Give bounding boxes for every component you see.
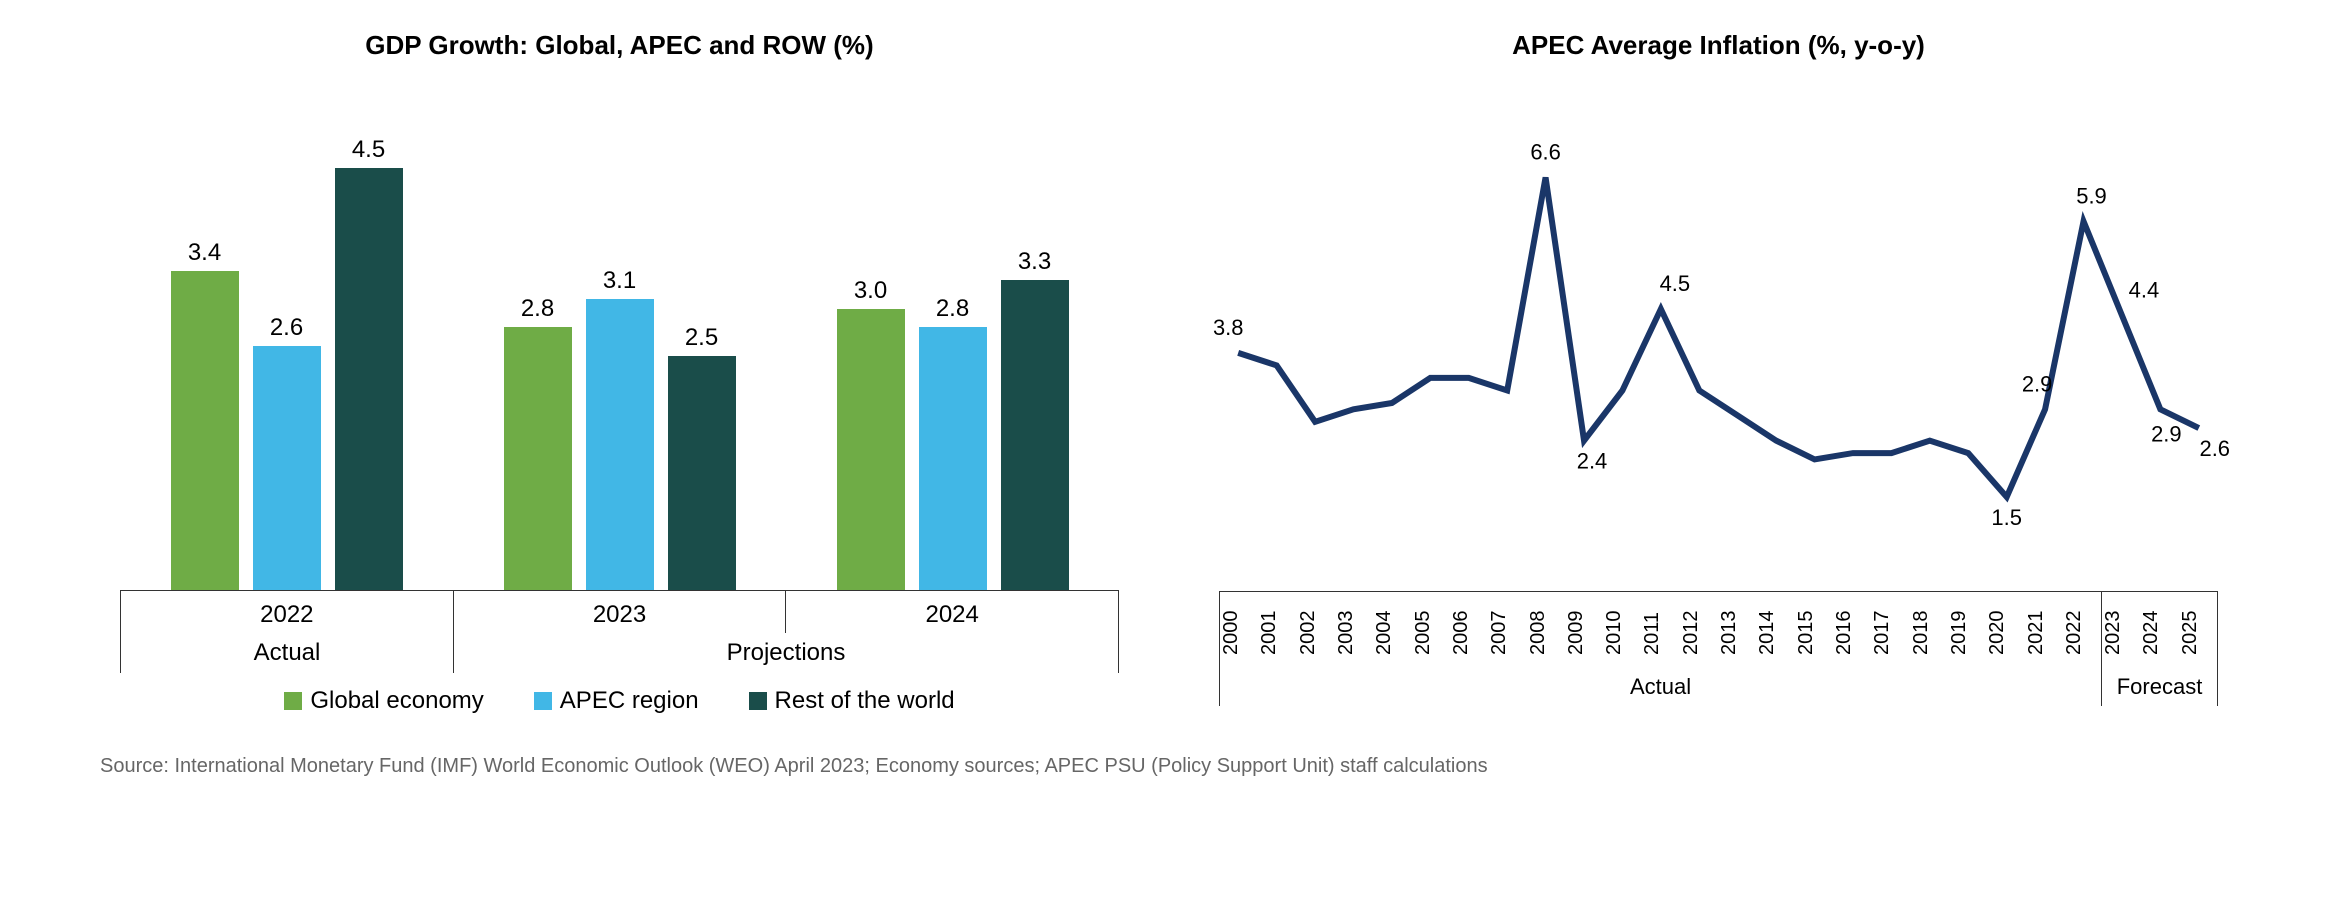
year-tick: 2006 bbox=[1450, 598, 1488, 668]
inflation-line bbox=[1238, 177, 2199, 497]
year-tick: 2005 bbox=[1412, 598, 1450, 668]
year-tick: 2008 bbox=[1527, 598, 1565, 668]
line-chart-title: APEC Average Inflation (%, y-o-y) bbox=[1199, 30, 2238, 61]
line-plot-area: 3.86.62.44.51.52.95.94.42.92.6 bbox=[1219, 121, 2218, 591]
x-group-label: Projections bbox=[453, 633, 1119, 673]
legend-swatch bbox=[749, 692, 767, 710]
year-tick: 2025 bbox=[2179, 598, 2217, 668]
year-tick: 2003 bbox=[1335, 598, 1373, 668]
bar-group-2024: 3.02.83.3 bbox=[786, 121, 1119, 590]
legend-label: Global economy bbox=[310, 687, 483, 715]
source-text: Source: International Monetary Fund (IMF… bbox=[100, 755, 2338, 778]
year-tick: 2024 bbox=[2140, 598, 2178, 668]
line-x-group-label: Actual bbox=[1219, 668, 2101, 706]
line-point-label: 3.8 bbox=[1213, 315, 1244, 340]
bar-value-label: 4.5 bbox=[352, 136, 385, 164]
year-tick: 2000 bbox=[1220, 598, 1258, 668]
year-tick: 2019 bbox=[1948, 598, 1986, 668]
bar-value-label: 2.6 bbox=[270, 314, 303, 342]
bar-value-label: 2.8 bbox=[936, 295, 969, 323]
bar-group-2022: 3.42.64.5 bbox=[120, 121, 453, 590]
year-tick: 2016 bbox=[1833, 598, 1871, 668]
bar-value-label: 3.1 bbox=[603, 267, 636, 295]
line-x-group-label: Forecast bbox=[2101, 668, 2218, 706]
year-tick: 2017 bbox=[1871, 598, 1909, 668]
bar: 2.6 bbox=[253, 346, 321, 590]
legend-item: Global economy bbox=[284, 687, 483, 715]
year-tick: 2002 bbox=[1297, 598, 1335, 668]
x-category-label: 2024 bbox=[785, 591, 1119, 633]
x-category-label: 2023 bbox=[453, 591, 786, 633]
year-tick: 2015 bbox=[1795, 598, 1833, 668]
bar-value-label: 2.5 bbox=[685, 324, 718, 352]
bar-legend: Global economy APEC region Rest of the wor… bbox=[100, 687, 1139, 715]
year-tick: 2001 bbox=[1258, 598, 1296, 668]
legend-item: APEC region bbox=[534, 687, 699, 715]
x-section: 202320242025 bbox=[2101, 592, 2218, 668]
year-tick: 2014 bbox=[1756, 598, 1794, 668]
year-tick: 2007 bbox=[1488, 598, 1526, 668]
x-group-label: Actual bbox=[120, 633, 453, 673]
bar: 3.0 bbox=[837, 309, 905, 590]
bar-chart-title: GDP Growth: Global, APEC and ROW (%) bbox=[100, 30, 1139, 61]
line-point-label: 1.5 bbox=[1991, 505, 2022, 530]
bar-group-2023: 2.83.12.5 bbox=[453, 121, 786, 590]
legend-item: Rest of the world bbox=[749, 687, 955, 715]
bar-value-label: 3.3 bbox=[1018, 248, 1051, 276]
year-tick: 2009 bbox=[1565, 598, 1603, 668]
gdp-growth-bar-chart: GDP Growth: Global, APEC and ROW (%) 3.4… bbox=[100, 30, 1139, 715]
x-category-label: 2022 bbox=[120, 591, 453, 633]
legend-swatch bbox=[534, 692, 552, 710]
inflation-line-chart: APEC Average Inflation (%, y-o-y) 3.8 6.6… bbox=[1199, 30, 2238, 715]
bar: 3.1 bbox=[586, 299, 654, 590]
line-point-label: 2.9 bbox=[2022, 371, 2053, 396]
year-tick: 2010 bbox=[1603, 598, 1641, 668]
year-tick: 2018 bbox=[1910, 598, 1948, 668]
year-tick: 2011 bbox=[1641, 598, 1679, 668]
line-point-label: 2.6 bbox=[2200, 436, 2231, 461]
year-tick: 2004 bbox=[1373, 598, 1411, 668]
line-point-label: 2.4 bbox=[1577, 449, 1608, 474]
bar-value-label: 2.8 bbox=[521, 295, 554, 323]
legend-label: APEC region bbox=[560, 687, 699, 715]
line-point-label: 2.9 bbox=[2151, 421, 2182, 446]
bar-plot-area: 3.42.64.52.83.12.53.02.83.3 bbox=[120, 121, 1119, 591]
legend-swatch bbox=[284, 692, 302, 710]
line-point-label: 5.9 bbox=[2076, 183, 2107, 208]
bar: 2.8 bbox=[504, 327, 572, 590]
bar: 4.5 bbox=[335, 168, 403, 590]
year-tick: 2013 bbox=[1718, 598, 1756, 668]
line-point-label: 4.5 bbox=[1660, 271, 1691, 296]
bar: 3.3 bbox=[1001, 280, 1069, 590]
year-tick: 2023 bbox=[2102, 598, 2140, 668]
bar: 2.8 bbox=[919, 327, 987, 590]
year-tick: 2020 bbox=[1986, 598, 2024, 668]
line-point-label: 6.6 bbox=[1530, 139, 1561, 164]
year-tick: 2022 bbox=[2063, 598, 2101, 668]
x-section: 2000200120022003200420052006200720082009… bbox=[1219, 592, 2101, 668]
legend-label: Rest of the world bbox=[775, 687, 955, 715]
bar: 3.4 bbox=[171, 271, 239, 590]
line-point-label: 4.4 bbox=[2129, 277, 2160, 302]
bar: 2.5 bbox=[668, 356, 736, 591]
year-tick: 2012 bbox=[1680, 598, 1718, 668]
bar-value-label: 3.4 bbox=[188, 239, 221, 267]
bar-value-label: 3.0 bbox=[854, 277, 887, 305]
year-tick: 2021 bbox=[2025, 598, 2063, 668]
